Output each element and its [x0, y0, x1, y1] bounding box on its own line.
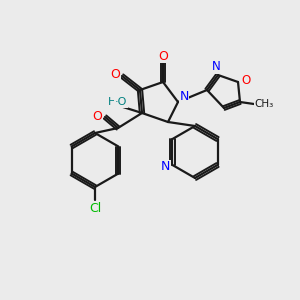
Text: CH₃: CH₃: [254, 99, 274, 109]
Text: Cl: Cl: [89, 202, 101, 214]
Text: O: O: [92, 110, 102, 122]
Text: H: H: [108, 97, 116, 107]
Text: ·O: ·O: [115, 97, 127, 107]
Text: O: O: [158, 50, 168, 62]
Text: N: N: [212, 61, 220, 74]
Text: O: O: [242, 74, 250, 86]
Text: N: N: [161, 160, 170, 173]
Text: N: N: [179, 89, 189, 103]
Text: O: O: [110, 68, 120, 80]
